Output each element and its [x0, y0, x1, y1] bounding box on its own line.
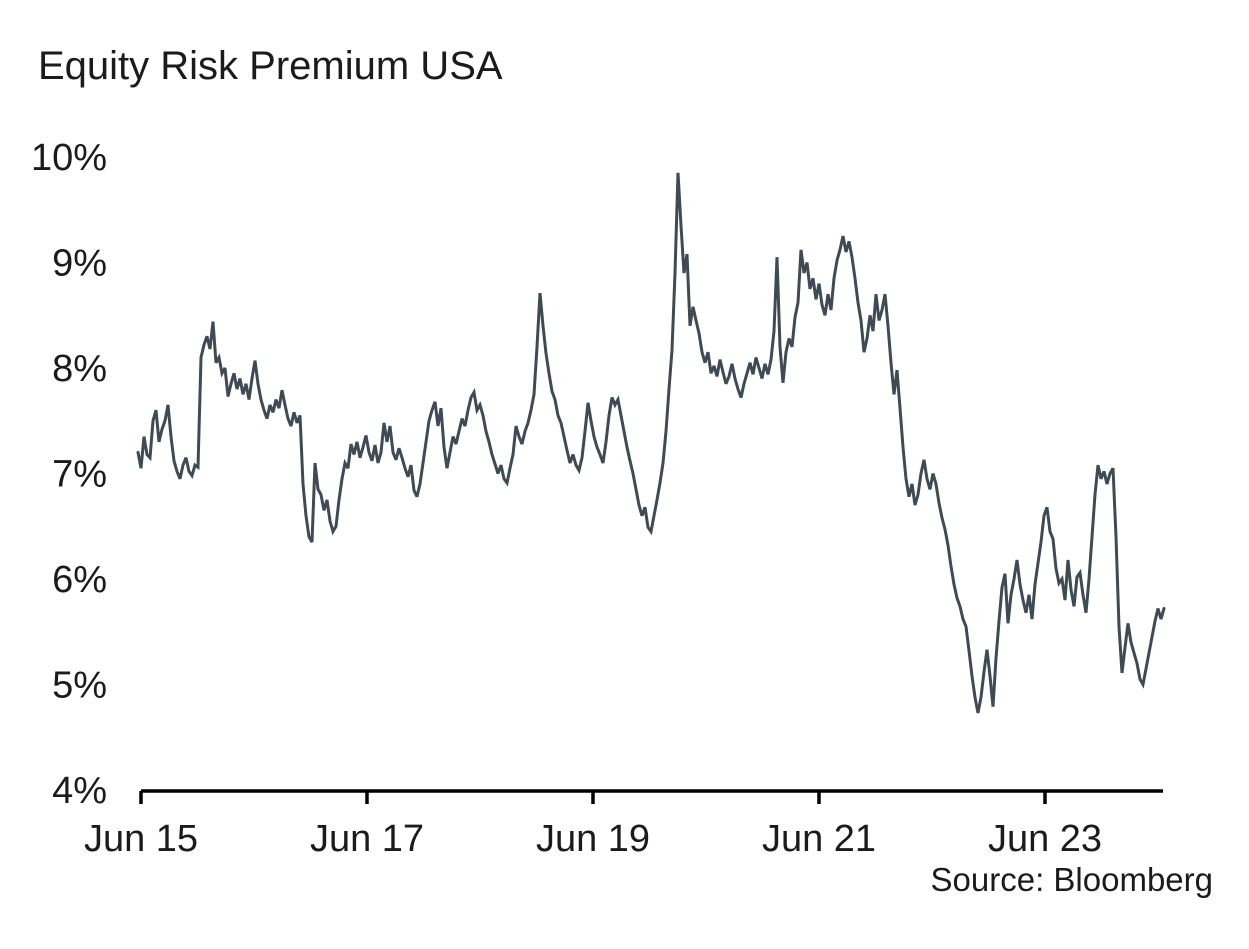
erp-line-series — [136, 172, 1166, 714]
x-axis-tick-label: Jun 15 — [84, 818, 198, 860]
y-axis-tick-label: 4% — [52, 770, 107, 812]
x-axis-tick-label: Jun 21 — [762, 818, 876, 860]
x-axis-tick-label: Jun 17 — [310, 818, 424, 860]
y-axis-tick-label: 8% — [52, 348, 107, 390]
x-axis-tick-label: Jun 23 — [988, 818, 1102, 860]
x-axis-tick-label: Jun 19 — [536, 818, 650, 860]
y-axis-tick-label: 9% — [52, 243, 107, 285]
y-axis-tick-label: 6% — [52, 559, 107, 601]
source-note: Source: Bloomberg — [930, 861, 1213, 898]
chart-title: Equity Risk Premium USA — [38, 44, 503, 88]
y-axis-tick-label: 7% — [52, 454, 107, 496]
y-axis-tick-label: 10% — [31, 137, 107, 179]
y-axis-tick-label: 5% — [52, 665, 107, 707]
